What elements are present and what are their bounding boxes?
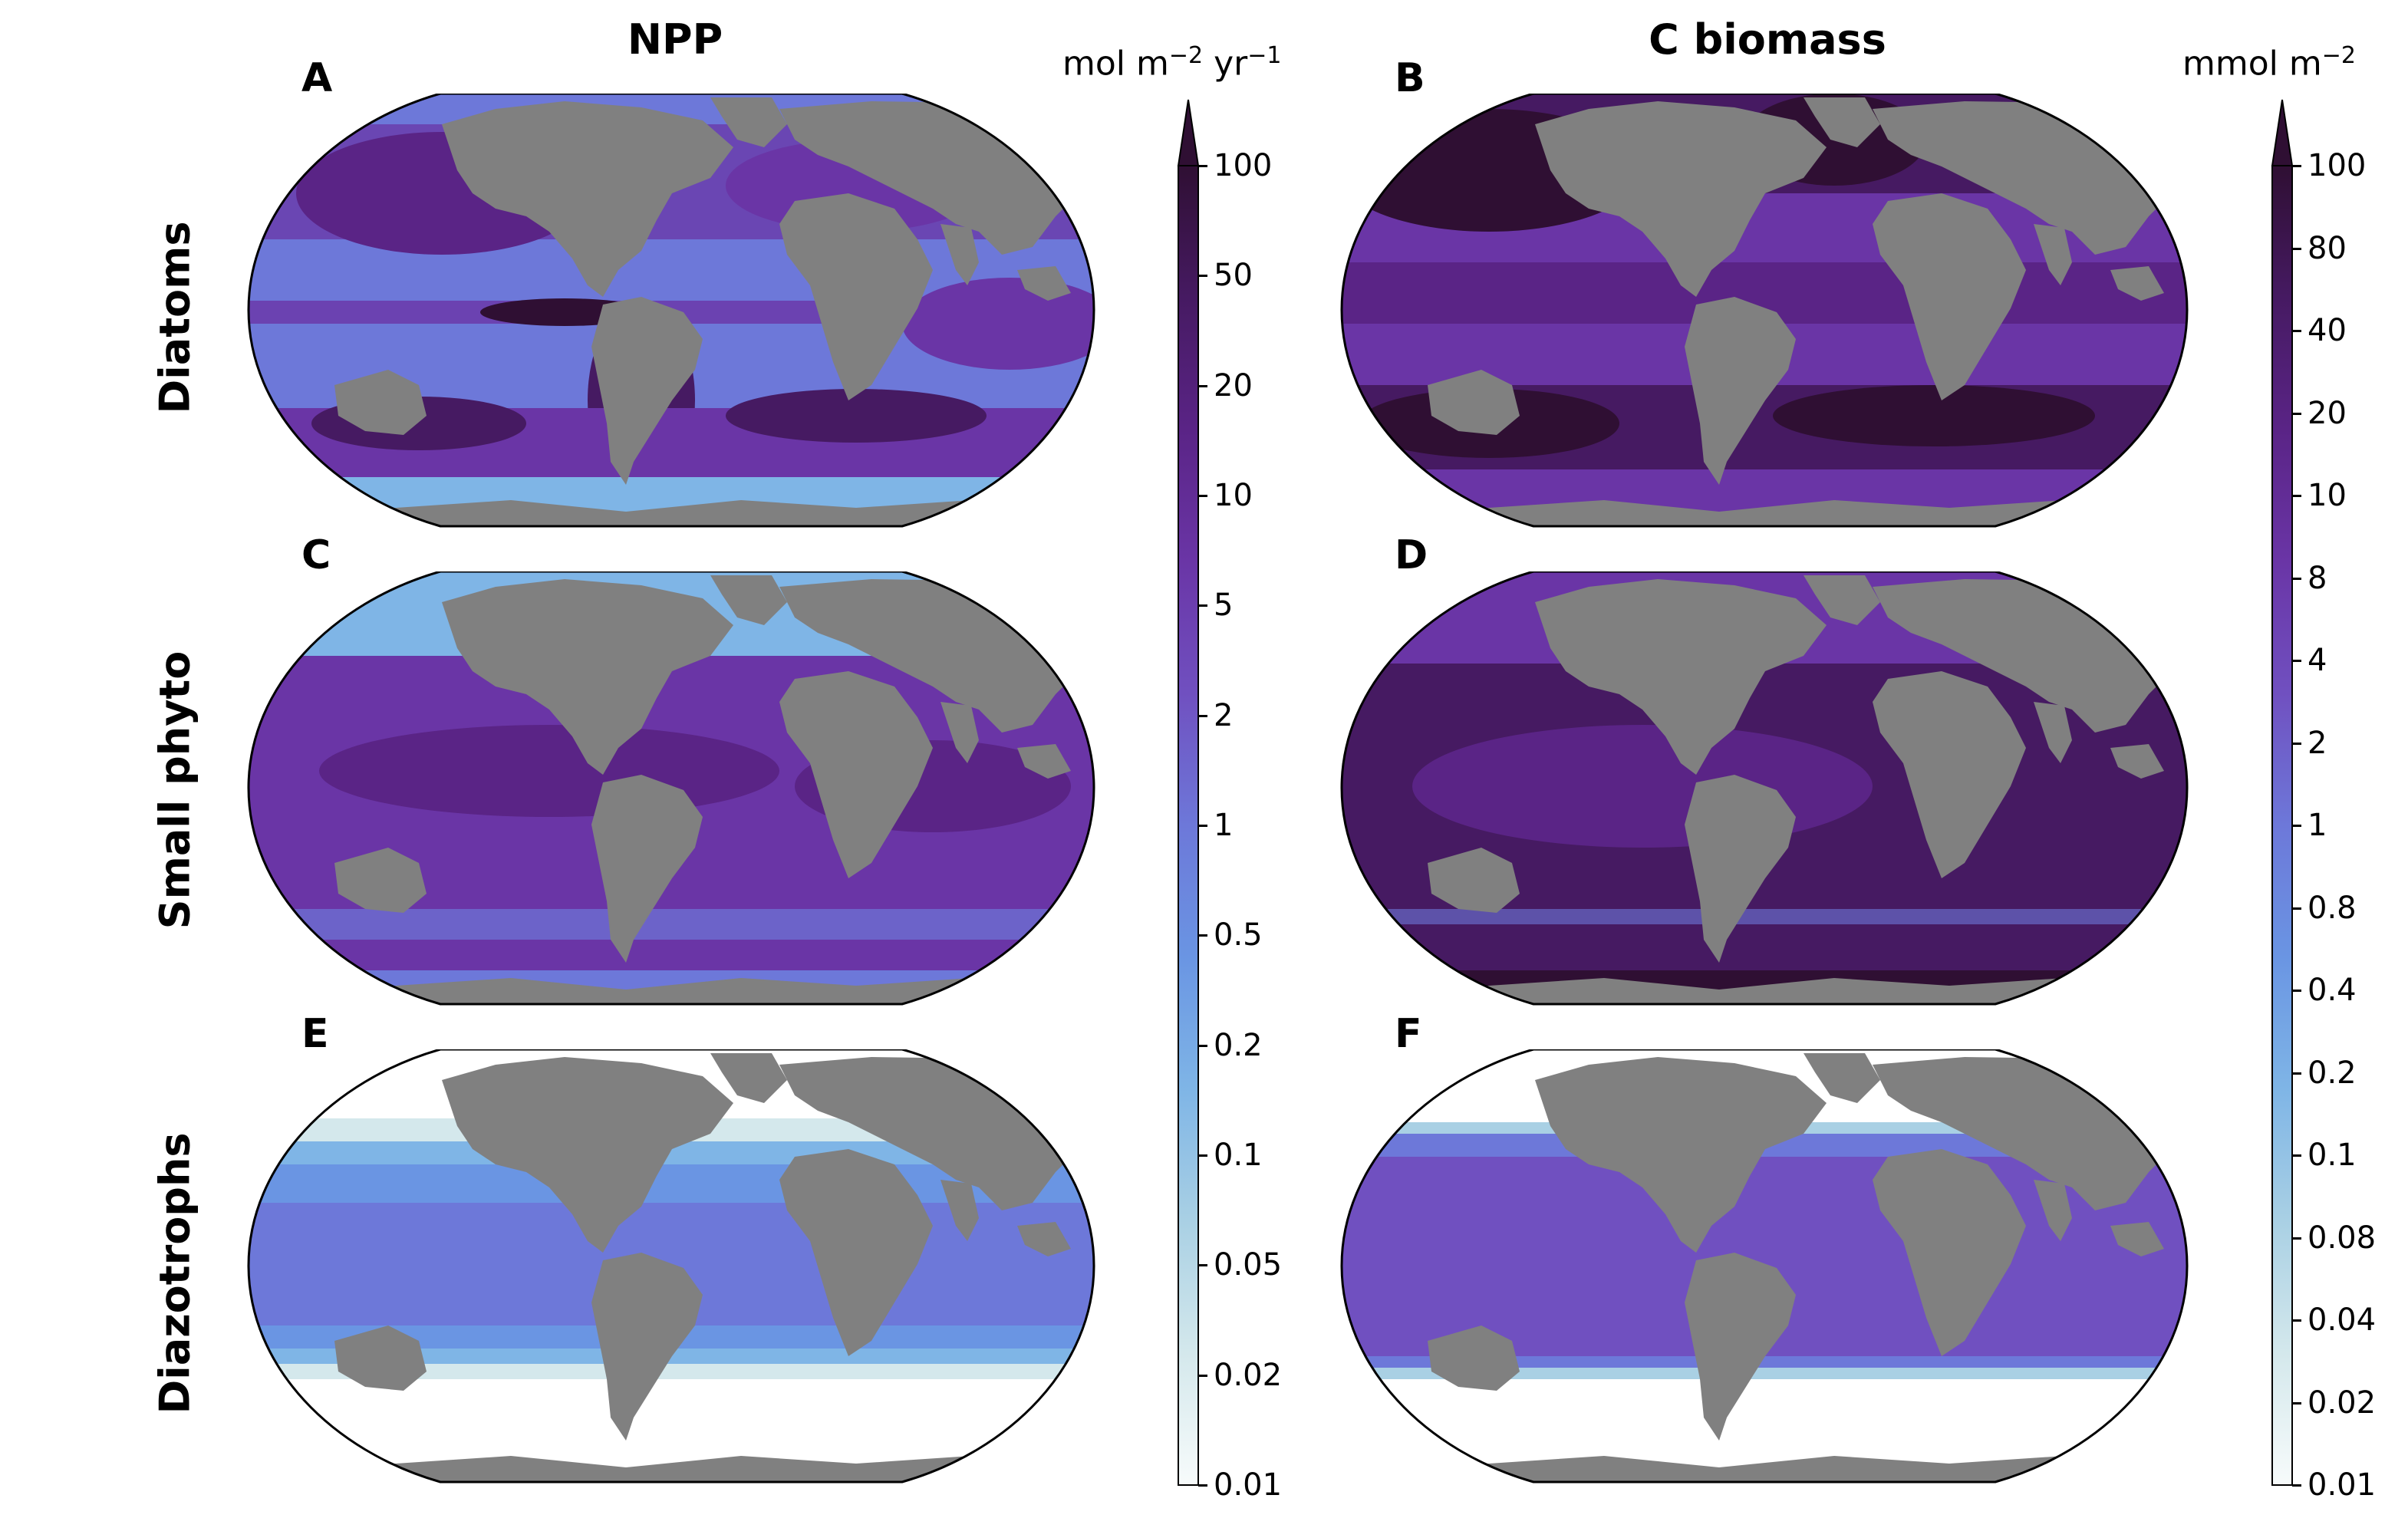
biomass-colorbar-tick-label: 10 [2308,478,2347,513]
npp-colorbar-tickmark [1198,1044,1207,1047]
npp-colorbar-tickmark [1198,165,1207,167]
biomass-colorbar-tickmark [2292,1401,2301,1405]
map-diatoms-biomass [1340,94,2189,528]
panel-letter-c: C [301,532,331,578]
biomass-colorbar-tick-label: 0.04 [2308,1302,2377,1338]
npp-colorbar-tick-label: 20 [1214,367,1253,403]
map-diazotrophs-npp [247,1049,1095,1484]
row-label-diatoms: Diatoms [150,221,199,414]
biomass-colorbar-tickmark [2292,330,2301,332]
biomass-colorbar-tickmark [2292,742,2301,745]
biomass-colorbar-tickmark [2292,990,2301,992]
npp-colorbar-tickmark [1198,1484,1207,1487]
npp-colorbar-tick-label: 0.1 [1214,1138,1263,1173]
npp-colorbar-tick-label: 10 [1214,478,1253,513]
npp-colorbar-unit: mol m−2 yr−1 [1062,42,1282,84]
npp-colorbar-tickmark [1198,384,1207,387]
npp-colorbar [1177,99,1200,1486]
biomass-colorbar-tick-label: 40 [2308,313,2347,348]
npp-colorbar-tickmark [1198,934,1207,937]
panel-letter-d: D [1395,532,1428,578]
npp-colorbar-tickmark [1198,1264,1207,1267]
biomass-colorbar-tick-label: 1 [2308,808,2327,843]
map-diatoms-npp [247,94,1095,528]
biomass-colorbar-tickmark [2292,412,2301,415]
npp-colorbar-tick-label: 0.02 [1214,1357,1283,1393]
map-small-phyto-npp [247,571,1095,1006]
biomass-colorbar-tick-label: 0.8 [2308,890,2357,926]
npp-colorbar-tick-label: 0.5 [1214,917,1263,953]
npp-colorbar-tickmark [1198,825,1207,827]
npp-colorbar-tick-label: 5 [1214,588,1234,624]
npp-colorbar-tick-label: 100 [1214,148,1273,183]
biomass-colorbar-tick-label: 2 [2308,725,2327,761]
panel-letter-f: F [1395,1011,1422,1057]
biomass-colorbar-unit: mmol m−2 [2182,42,2356,84]
biomass-colorbar-tickmark [2292,1319,2301,1322]
biomass-colorbar-tick-label: 80 [2308,230,2347,266]
biomass-column-title: C biomass [1649,15,1886,64]
map-small-phyto-biomass [1340,571,2189,1006]
npp-colorbar-tickmark [1198,495,1207,497]
biomass-colorbar-tick-label: 0.2 [2308,1055,2357,1091]
npp-colorbar-tick-label: 1 [1214,808,1234,843]
biomass-colorbar [2271,99,2294,1486]
npp-colorbar-tick-label: 50 [1214,258,1253,294]
biomass-colorbar-tickmark [2292,825,2301,827]
map-diazotrophs-biomass [1340,1049,2189,1484]
npp-colorbar-tickmark [1198,714,1207,717]
npp-colorbar-tick-label: 0.01 [1214,1467,1283,1503]
biomass-colorbar-tick-label: 0.01 [2308,1467,2377,1503]
panel-letter-b: B [1395,55,1425,101]
npp-column-title: NPP [627,15,723,64]
biomass-colorbar-tickmark [2292,907,2301,910]
npp-colorbar-tick-label: 0.2 [1214,1027,1263,1063]
panel-letter-e: E [301,1011,329,1057]
npp-colorbar-tickmark [1198,1374,1207,1377]
biomass-colorbar-tickmark [2292,577,2301,580]
biomass-colorbar-tick-label: 20 [2308,395,2347,431]
biomass-colorbar-tick-label: 4 [2308,643,2327,678]
biomass-colorbar-tickmark [2292,495,2301,497]
biomass-colorbar-tick-label: 0.02 [2308,1385,2377,1421]
npp-colorbar-tick-label: 0.05 [1214,1247,1283,1283]
row-label-small-phyto: Small phyto [150,650,199,930]
biomass-colorbar-tick-label: 0.1 [2308,1138,2357,1173]
row-label-diazotrophs: Diazotrophs [150,1132,199,1414]
biomass-colorbar-tick-label: 8 [2308,560,2327,596]
biomass-colorbar-tick-label: 0.4 [2308,973,2357,1008]
biomass-colorbar-tick-label: 100 [2308,148,2367,183]
npp-colorbar-tickmark [1198,1154,1207,1157]
biomass-colorbar-tickmark [2292,247,2301,250]
biomass-colorbar-tickmark [2292,1072,2301,1075]
biomass-colorbar-tickmark [2292,1237,2301,1240]
biomass-colorbar-tickmark [2292,1154,2301,1157]
biomass-colorbar-tickmark [2292,660,2301,662]
biomass-colorbar-tickmark [2292,1484,2301,1487]
biomass-colorbar-tick-label: 0.08 [2308,1220,2377,1256]
npp-colorbar-tickmark [1198,275,1207,278]
npp-colorbar-tickmark [1198,604,1207,608]
panel-letter-a: A [301,55,333,101]
npp-colorbar-tick-label: 2 [1214,697,1234,733]
biomass-colorbar-tickmark [2292,165,2301,167]
